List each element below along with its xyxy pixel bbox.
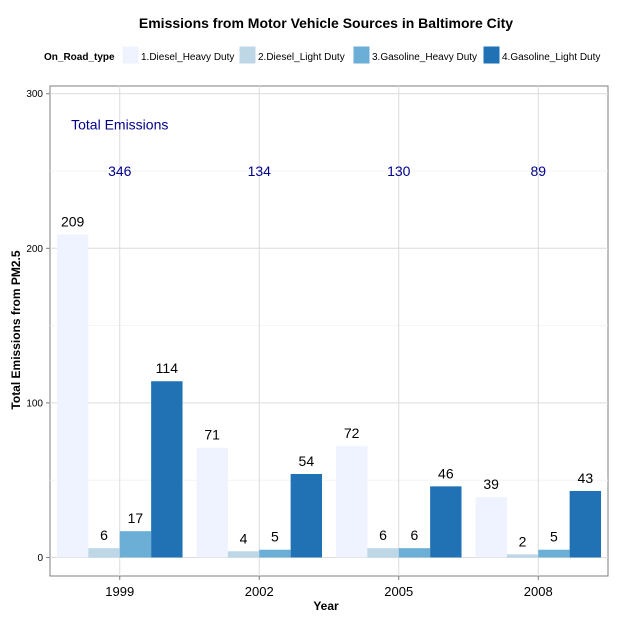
total-label: 89 (530, 163, 546, 179)
y-tick-label: 300 (26, 89, 43, 100)
bar-value-label: 39 (483, 476, 499, 492)
x-tick-label: 2002 (245, 584, 274, 599)
annotation-total-emissions: Total Emissions (71, 117, 168, 133)
plot-area (49, 85, 609, 577)
bar-value-label: 5 (271, 529, 279, 545)
bar-value-label: 5 (550, 529, 558, 545)
bar-value-label: 114 (156, 360, 179, 376)
bar-value-label: 17 (128, 510, 144, 526)
legend-key (238, 45, 257, 65)
y-tick-label: 100 (26, 398, 43, 409)
y-axis-title: Total Emissions from PM2.5 (9, 250, 23, 409)
bar (227, 551, 260, 558)
bar (88, 548, 120, 558)
bar (259, 549, 291, 558)
y-axis: 0 100 200 300 (26, 89, 50, 564)
legend-label: 1.Diesel_Heavy Duty (141, 52, 234, 63)
bar (335, 446, 368, 558)
bar (56, 234, 89, 558)
bar-value-label: 71 (204, 427, 220, 443)
bar (475, 497, 507, 558)
data-labels: 209 6 17 114 346 71 4 5 54 134 72 6 6 46 130 39 2 5 43 89 To… (61, 117, 593, 550)
x-tick-label: 1999 (105, 584, 134, 599)
x-tick-label: 2005 (384, 584, 413, 599)
grid (50, 86, 608, 576)
legend-key (121, 45, 140, 65)
bar (119, 531, 152, 558)
legend-label: 3.Gasoline_Heavy Duty (372, 52, 477, 63)
bar (569, 490, 602, 558)
y-tick-label: 0 (37, 553, 43, 564)
total-label: 346 (108, 163, 132, 179)
bar-value-label: 54 (299, 453, 315, 469)
bar-value-label: 4 (240, 530, 248, 546)
bar (151, 381, 183, 558)
bar (538, 549, 570, 558)
bar (367, 548, 399, 558)
x-axis-title: Year (313, 599, 339, 613)
bar-value-label: 6 (411, 527, 419, 543)
bar-value-label: 6 (100, 527, 108, 543)
legend-label: 4.Gasoline_Light Duty (502, 52, 600, 63)
bar (398, 548, 431, 558)
bar (506, 554, 539, 558)
bar-value-label: 43 (578, 470, 594, 486)
legend: On_Road_type 1.Diesel_Heavy Duty 2.Diesel… (44, 45, 600, 65)
x-axis: 1999 2002 2005 2008 (105, 576, 553, 599)
bars (56, 234, 602, 558)
legend-label: 2.Diesel_Light Duty (258, 52, 345, 63)
x-tick-label: 2008 (524, 584, 553, 599)
bar (196, 447, 228, 558)
bar-value-label: 6 (379, 527, 387, 543)
total-label: 134 (248, 163, 272, 179)
y-tick-label: 200 (26, 244, 43, 255)
bar-value-label: 46 (438, 465, 454, 481)
legend-title: On_Road_type (44, 52, 115, 63)
bar (430, 486, 462, 558)
bar-value-label: 209 (61, 213, 85, 229)
legend-key (352, 45, 371, 65)
bar-value-label: 2 (519, 533, 527, 549)
bar-value-label: 72 (344, 425, 360, 441)
total-label: 130 (387, 163, 411, 179)
bar (290, 473, 323, 558)
chart-title: Emissions from Motor Vehicle Sources in … (139, 15, 513, 31)
legend-key (482, 45, 501, 65)
